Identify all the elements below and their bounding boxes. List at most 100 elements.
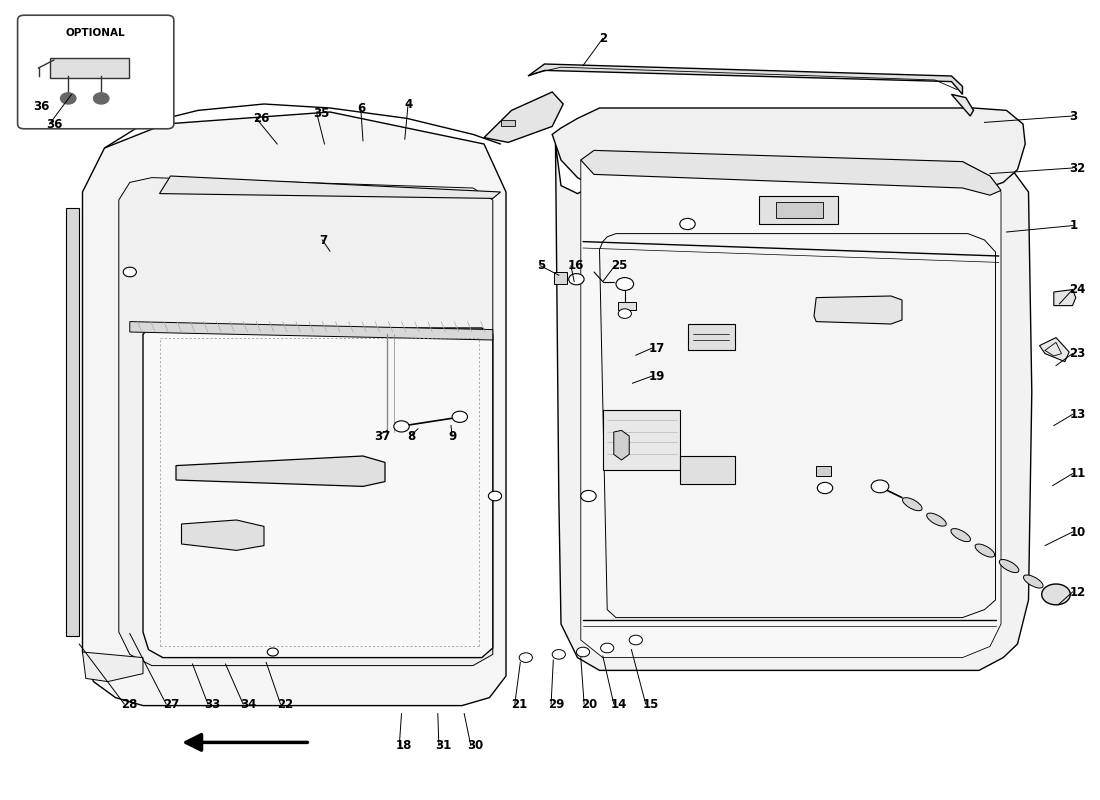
Circle shape [123,267,136,277]
Text: 36: 36 [46,118,63,130]
Polygon shape [581,150,1001,195]
Text: 16: 16 [568,259,584,272]
Circle shape [267,648,278,656]
Polygon shape [816,466,831,476]
Polygon shape [552,108,1025,190]
Circle shape [581,490,596,502]
Text: 1: 1 [1069,219,1077,232]
Text: 30: 30 [468,739,484,752]
Polygon shape [952,94,974,116]
Polygon shape [82,652,143,682]
Polygon shape [176,456,385,486]
Text: 37: 37 [374,430,390,442]
Text: 14: 14 [610,698,627,710]
Polygon shape [603,410,680,470]
Text: 3: 3 [1069,110,1077,122]
Text: eurospares: eurospares [234,373,360,395]
Text: eurospares: eurospares [674,373,800,395]
Text: OPTIONAL: OPTIONAL [66,28,125,38]
Circle shape [629,635,642,645]
Text: 24: 24 [1069,283,1086,296]
Text: 8: 8 [407,430,416,442]
Text: eurospares: eurospares [674,629,800,651]
FancyBboxPatch shape [50,58,129,78]
Polygon shape [618,302,636,310]
Polygon shape [484,92,563,142]
Polygon shape [160,176,501,198]
Polygon shape [759,196,838,224]
Circle shape [817,482,833,494]
Polygon shape [600,234,996,618]
Text: 15: 15 [642,698,659,710]
Ellipse shape [1023,575,1043,588]
Polygon shape [182,520,264,550]
Text: 23: 23 [1069,347,1086,360]
Circle shape [452,411,468,422]
Circle shape [618,309,631,318]
Text: 29: 29 [548,698,564,710]
Polygon shape [119,178,493,666]
Text: 27: 27 [163,698,179,710]
Ellipse shape [975,544,994,557]
Polygon shape [556,144,1032,670]
Polygon shape [528,64,962,94]
Text: 4: 4 [405,98,414,110]
Circle shape [871,480,889,493]
Polygon shape [581,160,1001,658]
Ellipse shape [950,529,970,542]
Polygon shape [143,328,493,658]
Circle shape [394,421,409,432]
Circle shape [576,647,590,657]
Text: 25: 25 [612,259,628,272]
Text: 7: 7 [319,234,327,246]
Circle shape [488,491,502,501]
Polygon shape [1054,290,1076,306]
Polygon shape [554,272,566,284]
Text: 32: 32 [1069,162,1086,174]
Text: 13: 13 [1069,408,1086,421]
Polygon shape [680,456,735,484]
Text: 34: 34 [240,698,256,710]
Text: 28: 28 [121,698,138,710]
Circle shape [519,653,532,662]
Text: 6: 6 [358,102,365,115]
Polygon shape [130,322,493,340]
Text: 22: 22 [277,698,294,710]
Polygon shape [614,430,629,460]
Text: 21: 21 [512,698,528,710]
Text: 9: 9 [449,430,458,442]
Text: 26: 26 [253,112,270,125]
Text: 33: 33 [205,698,221,710]
Text: 2: 2 [600,32,607,45]
Ellipse shape [902,498,922,510]
Text: 11: 11 [1069,467,1086,480]
Circle shape [1042,584,1070,605]
Circle shape [569,274,584,285]
Text: 12: 12 [1069,586,1086,598]
Polygon shape [688,324,735,350]
Text: 36: 36 [33,100,50,113]
Text: 20: 20 [581,698,597,710]
Text: 17: 17 [649,342,666,354]
Text: 19: 19 [649,370,666,382]
Text: 5: 5 [537,259,544,272]
Polygon shape [66,208,79,636]
Text: eurospares: eurospares [234,629,360,651]
Circle shape [601,643,614,653]
Circle shape [552,650,565,659]
Polygon shape [814,296,902,324]
Text: 10: 10 [1069,526,1086,538]
Polygon shape [776,202,823,218]
Polygon shape [500,120,515,126]
Text: 31: 31 [436,739,452,752]
Ellipse shape [926,513,946,526]
Text: 18: 18 [396,739,412,752]
Circle shape [94,93,109,104]
Circle shape [616,278,634,290]
Circle shape [60,93,76,104]
FancyBboxPatch shape [18,15,174,129]
Polygon shape [1040,338,1069,362]
Polygon shape [82,112,506,706]
Ellipse shape [999,559,1019,573]
Circle shape [680,218,695,230]
